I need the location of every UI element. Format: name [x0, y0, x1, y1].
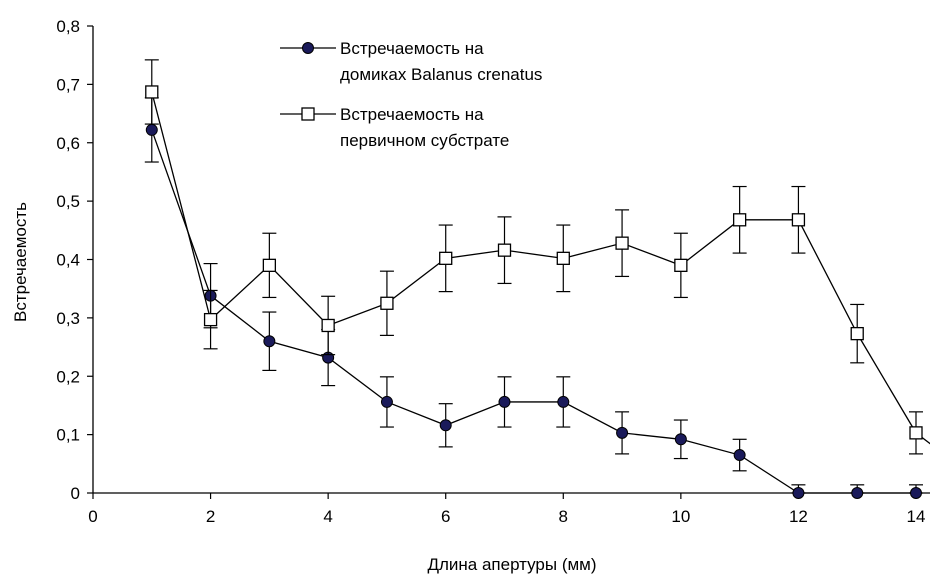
series-layer	[144, 59, 930, 499]
data-point	[321, 318, 335, 333]
data-point	[145, 123, 158, 136]
series-2	[144, 59, 930, 455]
legend-entry-1: Встречаемость на домиках Balanus crenatus	[280, 39, 542, 84]
y-tick-label: 0,8	[56, 17, 80, 36]
x-tick-label: 0	[88, 507, 97, 526]
legend-entry-2: Встречаемость на первичном субстрате	[280, 105, 509, 150]
data-point	[380, 395, 393, 408]
x-tick-label: 14	[907, 507, 926, 526]
data-point	[557, 395, 570, 408]
y-tick-label: 0,6	[56, 134, 80, 153]
data-point	[909, 426, 923, 440]
y-tick-label: 0,7	[56, 75, 80, 94]
y-tick-label: 0,5	[56, 192, 80, 211]
legend-marker	[301, 107, 315, 121]
y-tick-label: 0,1	[56, 426, 80, 445]
x-ticks: 0 2 4 6 8 10 12 14	[88, 493, 925, 526]
data-point	[556, 251, 570, 265]
data-point	[145, 85, 159, 99]
x-axis-title: Длина апертуры (мм)	[427, 555, 596, 574]
data-point	[615, 236, 629, 250]
data-point	[203, 312, 218, 327]
data-point	[732, 213, 747, 227]
legend: Встречаемость на домиках Balanus crenatus…	[280, 39, 542, 150]
legend-label: домиках Balanus crenatus	[340, 65, 542, 84]
data-point	[498, 395, 511, 408]
y-tick-label: 0,4	[56, 251, 80, 270]
legend-marker	[302, 42, 314, 54]
data-point	[792, 487, 805, 499]
data-point	[262, 258, 277, 272]
y-axis-title: Встречаемость	[11, 202, 30, 322]
x-tick-label: 4	[323, 507, 332, 526]
y-tick-label: 0	[71, 484, 80, 503]
data-point	[850, 326, 864, 341]
data-point	[851, 487, 864, 499]
x-tick-label: 12	[789, 507, 808, 526]
data-point	[791, 213, 806, 227]
legend-label: Встречаемость на	[340, 39, 484, 58]
legend-label: первичном субстрате	[340, 131, 509, 150]
y-ticks: 0 0,1 0,2 0,3 0,4 0,5 0,6 0,7 0,8	[56, 17, 93, 503]
x-tick-label: 6	[441, 507, 450, 526]
data-point	[263, 335, 276, 348]
legend-label: Встречаемость на	[340, 105, 484, 124]
data-point	[910, 487, 922, 499]
data-point	[674, 433, 687, 446]
series-1	[144, 97, 923, 499]
x-tick-label: 10	[671, 507, 690, 526]
x-tick-label: 8	[559, 507, 568, 526]
data-point	[674, 258, 688, 272]
data-point	[497, 243, 512, 257]
x-tick-label: 2	[206, 507, 215, 526]
data-point	[439, 419, 452, 432]
data-point	[439, 251, 453, 265]
data-point	[380, 296, 394, 310]
data-point	[616, 426, 629, 439]
y-tick-label: 0,3	[56, 309, 80, 328]
y-tick-label: 0,2	[56, 367, 80, 386]
data-point	[733, 449, 746, 462]
series-line	[151, 129, 916, 494]
